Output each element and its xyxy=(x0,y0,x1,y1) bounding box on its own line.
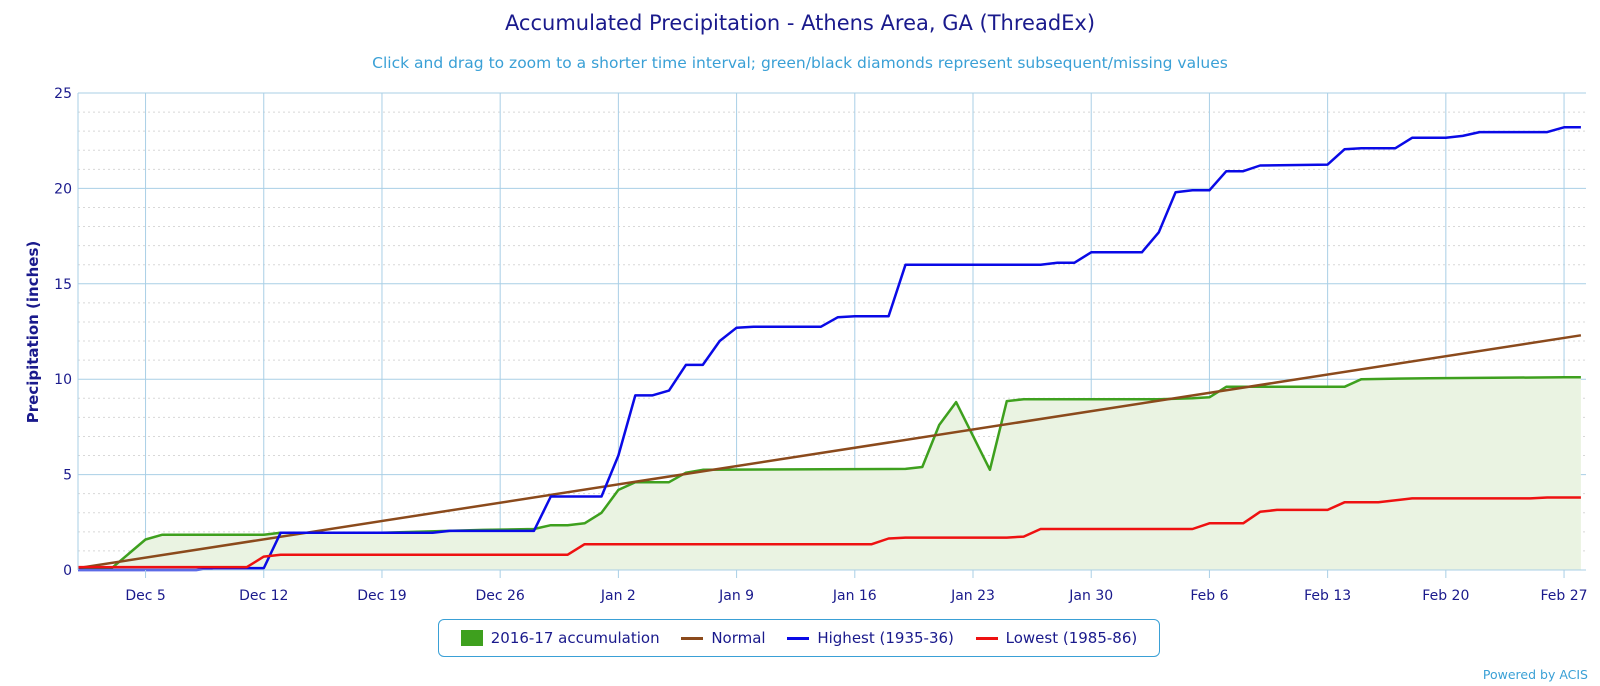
y-tick-label: 10 xyxy=(54,372,72,388)
x-tick-label: Jan 16 xyxy=(832,588,877,604)
x-tick-label: Jan 9 xyxy=(718,588,754,604)
x-tick-label: Jan 23 xyxy=(950,588,995,604)
y-tick-label: 0 xyxy=(63,563,72,579)
series-line-normal[interactable] xyxy=(77,334,1582,570)
y-tick-label: 25 xyxy=(54,86,72,102)
x-tick-label: Dec 5 xyxy=(125,588,165,604)
x-tick-label: Dec 26 xyxy=(475,588,524,604)
series-area-2016-17-accumulation xyxy=(78,377,1581,570)
legend-item-normal[interactable]: Normal xyxy=(681,629,766,647)
legend-symbol-accumulation xyxy=(460,630,483,646)
legend-label-lowest: Lowest (1985-86) xyxy=(1005,629,1138,647)
x-tick-label: Feb 6 xyxy=(1190,588,1228,604)
chart-subtitle: Click and drag to zoom to a shorter time… xyxy=(372,54,1228,72)
legend-symbol-lowest xyxy=(975,636,998,640)
series-line-highest-1935-36[interactable] xyxy=(78,126,1581,572)
legend: 2016-17 accumulation Normal Highest (193… xyxy=(438,619,1160,657)
legend-label-normal: Normal xyxy=(711,629,766,647)
legend-symbol-normal xyxy=(681,636,704,640)
legend-item-accumulation[interactable]: 2016-17 accumulation xyxy=(460,629,660,647)
x-tick-label: Jan 30 xyxy=(1068,588,1113,604)
chart-title: Accumulated Precipitation - Athens Area,… xyxy=(505,11,1095,35)
y-tick-label: 5 xyxy=(63,468,72,484)
legend-label-highest: Highest (1935-36) xyxy=(817,629,954,647)
x-tick-label: Jan 2 xyxy=(600,588,636,604)
legend-label-accumulation: 2016-17 accumulation xyxy=(490,629,660,647)
legend-item-lowest[interactable]: Lowest (1985-86) xyxy=(975,629,1138,647)
legend-item-highest[interactable]: Highest (1935-36) xyxy=(787,629,954,647)
x-tick-label: Feb 13 xyxy=(1304,588,1351,604)
x-tick-label: Feb 20 xyxy=(1422,588,1469,604)
series-line-lowest-1985-86[interactable] xyxy=(78,496,1581,569)
series-group xyxy=(77,126,1582,572)
credits-link[interactable]: Powered by ACIS xyxy=(1482,667,1588,682)
x-tick-label: Dec 12 xyxy=(239,588,288,604)
x-tick-label: Dec 19 xyxy=(357,588,406,604)
x-tick-label: Feb 27 xyxy=(1541,588,1588,604)
y-tick-label: 15 xyxy=(54,277,72,293)
y-tick-label: 20 xyxy=(54,181,72,197)
y-axis-label: Precipitation (inches) xyxy=(24,241,42,424)
axes: 0 5 10 15 20 25 Dec 5 Dec 12 Dec 19 Dec 26 Jan 2 Ja… xyxy=(54,86,1587,604)
legend-symbol-highest xyxy=(787,636,810,640)
